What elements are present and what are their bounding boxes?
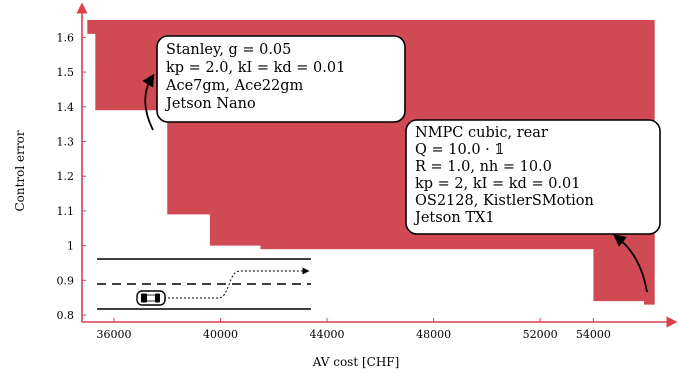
- y-tick-label: 0.8: [57, 309, 75, 322]
- annotation-nmpc: NMPC cubic, rear Q = 10.0 · 𝟙 R = 1.0, n…: [405, 119, 661, 235]
- car-icon: [136, 290, 166, 306]
- annotation-stanley-line-1: Stanley, g = 0.05: [166, 42, 291, 58]
- annotation-stanley-arrow: [142, 73, 155, 131]
- road-illustration: [97, 258, 311, 310]
- x-tick-label: 52000: [523, 328, 558, 341]
- x-tick-label: 44000: [310, 328, 345, 341]
- y-tick-label: 1.6: [57, 31, 75, 44]
- annotation-nmpc-line-3: R = 1.0, nh = 10.0: [415, 159, 552, 175]
- y-tick-label: 1.3: [57, 135, 75, 148]
- y-tick-label: 1.4: [57, 101, 75, 114]
- annotation-nmpc-line-6: Jetson TX1: [413, 210, 495, 226]
- x-tick-label: 40000: [203, 328, 238, 341]
- x-tick-label: 36000: [96, 328, 131, 341]
- y-tick-label: 1.2: [57, 170, 75, 183]
- x-axis-label: AV cost [CHF]: [312, 355, 400, 369]
- annotation-nmpc-line-5: OS2128, KistlerSMotion: [415, 193, 594, 209]
- annotation-nmpc-line-1: NMPC cubic, rear: [415, 125, 548, 141]
- annotation-nmpc-line-2: Q = 10.0 · 𝟙: [415, 142, 504, 158]
- annotation-stanley-line-4: Jetson Nano: [164, 96, 256, 112]
- x-tick-label: 54000: [576, 328, 611, 341]
- trajectory-path: [164, 267, 310, 299]
- annotation-stanley-line-2: kp = 2.0, kI = kd = 0.01: [166, 60, 345, 76]
- annotation-nmpc-arrow: [613, 234, 648, 293]
- y-tick-label: 1: [67, 240, 74, 253]
- y-tick-label: 1.1: [57, 205, 75, 218]
- annotation-stanley: Stanley, g = 0.05 kp = 2.0, kI = kd = 0.…: [156, 35, 406, 123]
- annotation-nmpc-line-4: kp = 2, kI = kd = 0.01: [415, 176, 580, 192]
- x-tick-label: 48000: [416, 328, 451, 341]
- y-axis-label: Control error: [13, 130, 27, 211]
- annotation-stanley-line-3: Ace7gm, Ace22gm: [165, 78, 304, 94]
- y-tick-label: 1.5: [57, 66, 75, 79]
- y-tick-label: 0.9: [57, 274, 75, 287]
